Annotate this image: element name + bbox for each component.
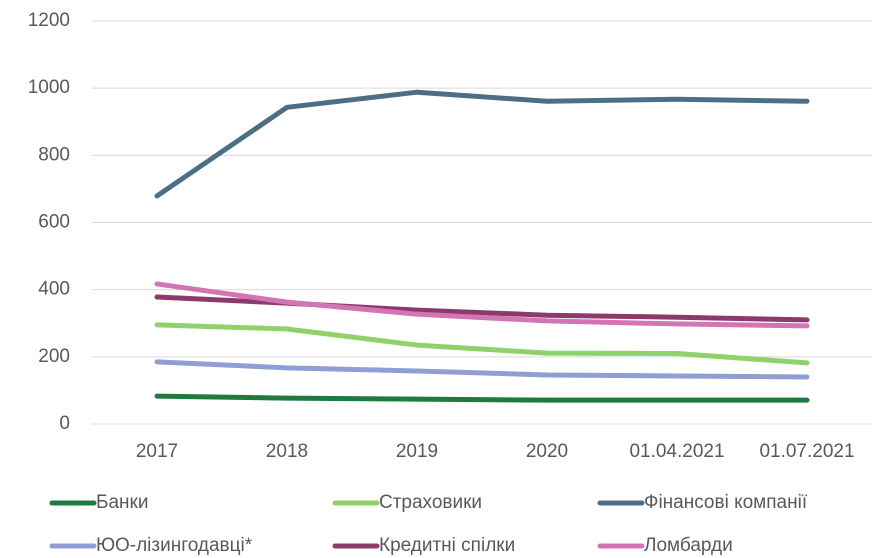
legend-label: Банки <box>96 492 148 513</box>
legend-label: Страховики <box>379 492 482 513</box>
series-line <box>154 322 810 366</box>
y-tick-label: 400 <box>38 279 70 300</box>
series-line <box>154 281 810 329</box>
y-tick-label: 600 <box>38 212 70 233</box>
y-tick-label: 1200 <box>28 10 70 31</box>
legend-label: Кредитні спілки <box>379 535 515 556</box>
y-tick-label: 0 <box>59 413 70 434</box>
x-tick-label: 01.04.2021 <box>629 441 724 462</box>
x-tick-label: 2019 <box>396 441 438 462</box>
y-tick-label: 800 <box>38 144 70 165</box>
x-tick-label: 2020 <box>526 441 568 462</box>
x-tick-label: 2018 <box>266 441 308 462</box>
series-line <box>154 393 810 403</box>
series-line <box>154 294 810 323</box>
series-line <box>154 89 810 199</box>
x-tick-label: 2017 <box>136 441 178 462</box>
series-line <box>154 359 810 380</box>
y-tick-label: 1000 <box>28 77 70 98</box>
legend-label: Ломбарди <box>644 535 733 556</box>
y-tick-label: 200 <box>38 346 70 367</box>
legend-label: Фінансові компанії <box>644 492 808 513</box>
x-tick-label: 01.07.2021 <box>759 441 854 462</box>
legend-label: ЮО-лізингодавці* <box>96 535 253 556</box>
